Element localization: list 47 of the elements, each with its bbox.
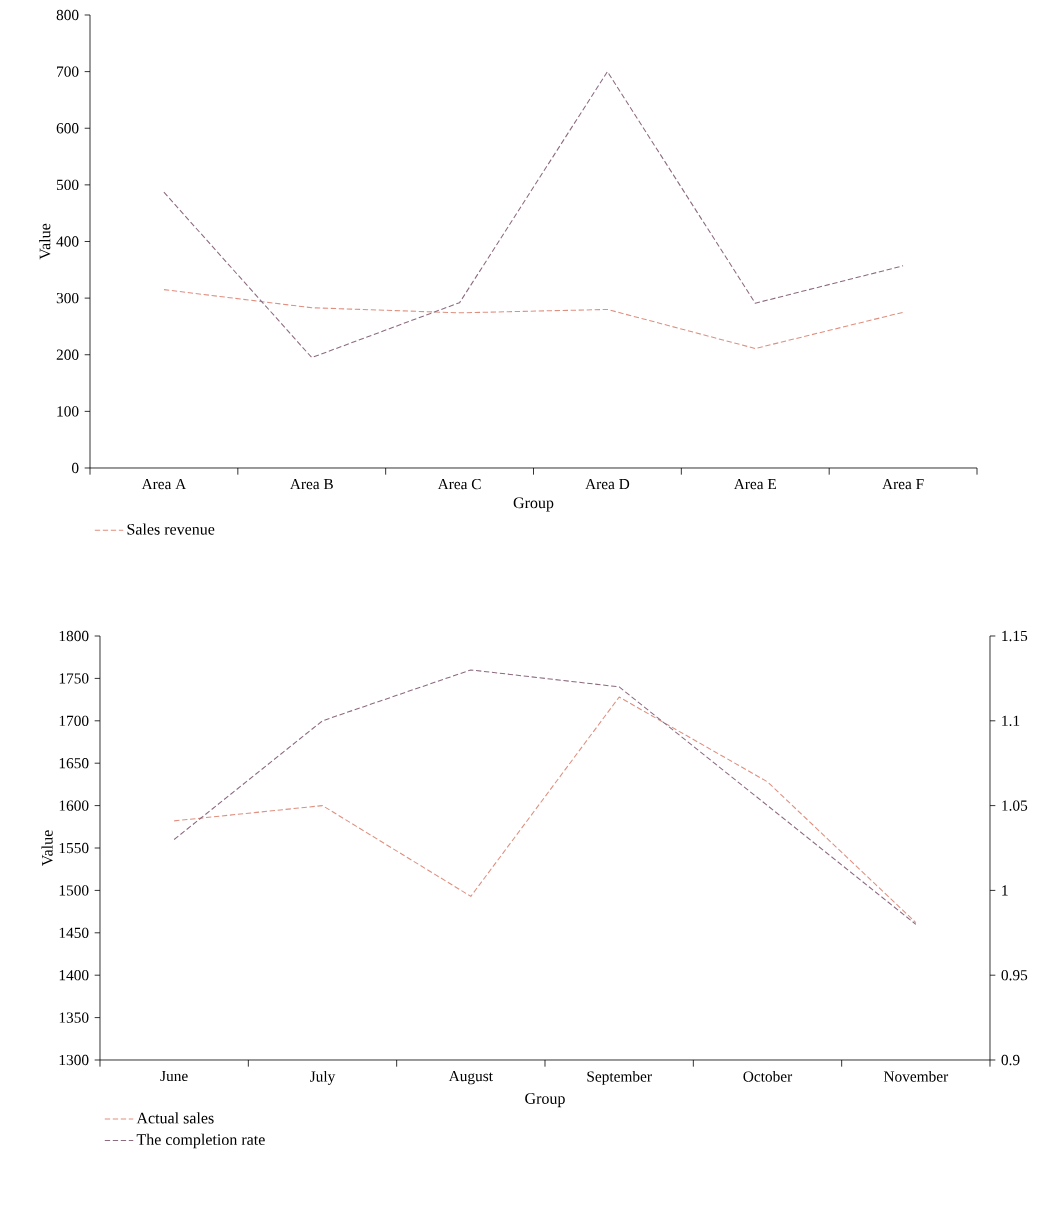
y-tick-label: 1300	[59, 1054, 89, 1066]
y-tick-label: 1750	[59, 673, 89, 684]
x-axis-title: Group	[525, 1093, 565, 1108]
y-tick-label: 1400	[59, 970, 89, 981]
legend-label: The completion rate	[136, 1133, 265, 1149]
legend-label: Sales revenue	[127, 523, 215, 535]
y2-tick-label: 1.15	[1002, 630, 1028, 642]
y-tick-label: 1550	[59, 842, 89, 854]
y-tick-label: 1500	[59, 885, 89, 896]
x-tick-label: Area C	[437, 478, 481, 490]
y-tick-label: 1700	[59, 715, 89, 726]
x-tick-label: Area A	[141, 478, 187, 490]
y2-tick-label: 1	[1002, 885, 1008, 896]
x-axis-title: Group	[513, 497, 554, 512]
x-tick-label: Area B	[289, 478, 333, 490]
y-tick-label: 800	[56, 9, 79, 21]
y-axis-title: Value	[39, 223, 51, 260]
x-tick-label: Area D	[585, 478, 630, 490]
y2-tick-label: 1.05	[1002, 800, 1028, 811]
y-tick-label: 1800	[59, 630, 89, 642]
x-tick-label: September	[587, 1070, 652, 1085]
y-axis-title: Value	[41, 830, 53, 867]
x-tick-label: Area E	[733, 478, 776, 490]
y-tick-label: 0	[71, 462, 79, 474]
y-tick-label: 1600	[59, 800, 89, 811]
y2-tick-label: 0.9	[1001, 1054, 1020, 1066]
y-tick-label: 500	[56, 179, 79, 191]
line-series	[163, 71, 904, 359]
x-tick-label: July	[310, 1070, 336, 1085]
y2-tick-label: 1.1	[1002, 715, 1020, 726]
y-tick-label: 1650	[59, 758, 89, 769]
y-tick-label: 1450	[59, 927, 89, 938]
x-tick-label: August	[448, 1070, 493, 1085]
line-series	[163, 289, 904, 350]
legend-label: Actual sales	[136, 1112, 214, 1124]
y-tick-label: 400	[56, 236, 79, 247]
y-tick-label: 700	[57, 66, 79, 77]
x-tick-label: November	[883, 1070, 949, 1082]
y-tick-label: 300	[56, 292, 79, 304]
y-tick-label: 600	[56, 123, 79, 134]
x-tick-label: October	[743, 1070, 793, 1082]
y-tick-label: 1350	[59, 1012, 89, 1023]
x-tick-label: Area F	[882, 478, 924, 490]
y2-tick-label: 0.95	[1001, 970, 1028, 981]
y-tick-label: 100	[57, 406, 79, 417]
y-tick-label: 200	[56, 349, 79, 360]
x-tick-label: June	[160, 1070, 188, 1082]
